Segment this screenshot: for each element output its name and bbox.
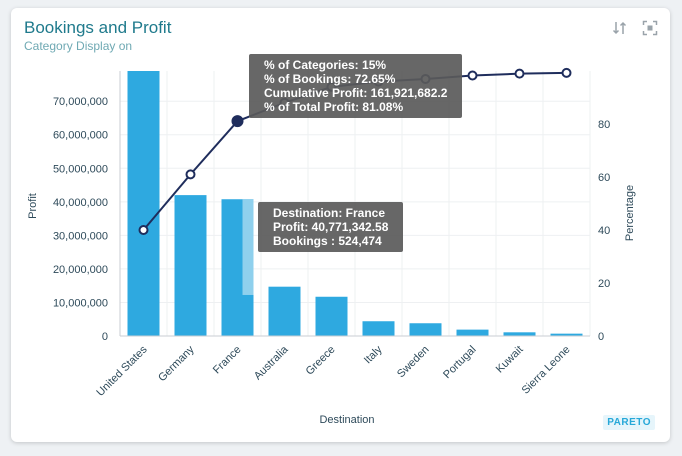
tooltip-line: % of Total Profit: 81.08%	[264, 100, 404, 114]
y-tick-label: 10,000,000	[53, 297, 108, 309]
y-tick-label: 40,000,000	[53, 197, 108, 209]
bar	[409, 323, 442, 336]
y-tick-label: 50,000,000	[53, 163, 108, 175]
cumulative-tooltip: % of Categories: 15% % of Bookings: 72.6…	[249, 54, 463, 118]
y-tick-label: 0	[102, 331, 108, 343]
x-tick-label: France	[211, 344, 244, 377]
x-tick-label: Australia	[252, 343, 291, 382]
bar	[456, 329, 489, 336]
pareto-point	[467, 70, 478, 81]
tooltip-line: Bookings : 524,474	[273, 234, 382, 248]
y2-axis-title: Percentage	[624, 185, 636, 241]
bar-tooltip: Destination: France Profit: 40,771,342.5…	[258, 202, 404, 252]
chart-toolbar	[612, 20, 658, 36]
tooltip-line: Profit: 40,771,342.58	[273, 220, 389, 234]
chart-title: Bookings and Profit	[24, 18, 172, 37]
sort-icon[interactable]	[612, 20, 628, 36]
y-tick-label: 20,000,000	[53, 264, 108, 276]
tooltip-line: % of Categories: 15%	[264, 58, 387, 72]
y-tick-label: 60,000,000	[53, 130, 108, 142]
bar	[174, 195, 207, 336]
y-axis-title: Profit	[27, 193, 39, 219]
bar-hover-highlight	[242, 199, 254, 295]
pareto-point	[514, 68, 525, 79]
bar	[550, 333, 583, 336]
y2-tick-label: 80	[598, 119, 610, 131]
y2-tick-label: 0	[598, 331, 604, 343]
y2-tick-label: 40	[598, 225, 610, 237]
x-tick-label: Greece	[304, 344, 338, 378]
fullscreen-icon[interactable]	[642, 20, 658, 36]
bar	[503, 332, 536, 336]
y-tick-label: 70,000,000	[53, 96, 108, 108]
y-tick-label: 30,000,000	[53, 230, 108, 242]
bar	[315, 296, 348, 336]
chart-subtitle: Category Display on	[24, 39, 133, 53]
pareto-point	[138, 225, 149, 235]
x-tick-label: Italy	[362, 343, 385, 366]
pareto-point	[231, 115, 244, 128]
y2-tick-label: 20	[598, 278, 610, 290]
pareto-point	[561, 67, 572, 78]
x-tick-label: Portugal	[441, 344, 478, 381]
x-tick-label: United States	[94, 343, 150, 399]
bar	[127, 71, 160, 336]
pareto-point	[185, 169, 196, 180]
x-tick-label: Germany	[156, 343, 197, 384]
y2-tick-label: 60	[598, 172, 610, 184]
tooltip-line: Cumulative Profit: 161,921,682.2	[264, 86, 448, 100]
bar	[362, 321, 395, 336]
x-tick-label: Kuwait	[494, 344, 526, 376]
x-tick-label: Sweden	[395, 344, 432, 381]
x-tick-label: Sierra Leone	[520, 344, 573, 397]
pareto-badge[interactable]: PARETO	[603, 415, 655, 430]
tooltip-line: % of Bookings: 72.65%	[264, 72, 396, 86]
bar	[268, 286, 301, 336]
tooltip-line: Destination: France	[273, 206, 386, 220]
x-axis-title: Destination	[319, 414, 374, 426]
